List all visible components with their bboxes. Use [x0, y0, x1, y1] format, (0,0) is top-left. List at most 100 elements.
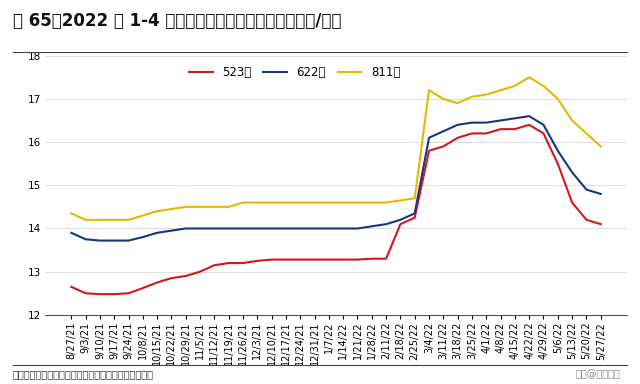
622型: [310, 226, 318, 231]
622型: [125, 238, 132, 243]
622型: [339, 226, 347, 231]
523型: [225, 261, 232, 265]
622型: [568, 170, 576, 175]
622型: [582, 187, 590, 192]
Line: 622型: 622型: [71, 116, 601, 240]
523型: [139, 286, 147, 290]
811型: [597, 144, 605, 149]
622型: [282, 226, 290, 231]
523型: [483, 131, 490, 136]
622型: [296, 226, 304, 231]
523型: [540, 131, 547, 136]
811型: [168, 207, 175, 211]
622型: [554, 149, 562, 153]
811型: [454, 101, 461, 106]
523型: [525, 122, 533, 127]
811型: [125, 218, 132, 222]
622型: [368, 224, 376, 228]
622型: [139, 235, 147, 240]
523型: [182, 274, 189, 278]
523型: [397, 222, 404, 227]
811型: [182, 205, 189, 209]
811型: [540, 84, 547, 88]
523型: [339, 257, 347, 262]
622型: [468, 120, 476, 125]
811型: [440, 97, 447, 101]
523型: [282, 257, 290, 262]
811型: [511, 84, 518, 88]
811型: [67, 211, 75, 216]
811型: [483, 92, 490, 97]
523型: [211, 263, 218, 268]
811型: [568, 118, 576, 123]
811型: [339, 200, 347, 205]
622型: [397, 218, 404, 222]
Text: 头条@未来智库: 头条@未来智库: [576, 369, 621, 379]
Line: 523型: 523型: [71, 125, 601, 294]
523型: [368, 257, 376, 261]
811型: [411, 196, 419, 200]
622型: [425, 136, 433, 140]
811型: [525, 75, 533, 79]
811型: [468, 94, 476, 99]
622型: [597, 192, 605, 196]
Text: 图 65、2022 年 1-4 月三元前驱体价格上涨显著（万元/吨）: 图 65、2022 年 1-4 月三元前驱体价格上涨显著（万元/吨）: [13, 12, 341, 30]
811型: [382, 200, 390, 205]
523型: [597, 222, 605, 227]
523型: [67, 285, 75, 289]
Text: 资料来源：鑫榉锂电，兴业证券经济与金融研究院整理: 资料来源：鑫榉锂电，兴业证券经济与金融研究院整理: [13, 369, 154, 379]
Line: 811型: 811型: [71, 77, 601, 220]
622型: [225, 226, 232, 231]
811型: [196, 205, 204, 209]
811型: [582, 131, 590, 136]
523型: [468, 131, 476, 136]
622型: [497, 118, 504, 123]
622型: [96, 238, 104, 243]
622型: [525, 114, 533, 118]
622型: [354, 226, 362, 231]
523型: [382, 257, 390, 261]
622型: [540, 122, 547, 127]
622型: [411, 211, 419, 216]
523型: [354, 257, 362, 262]
811型: [397, 198, 404, 203]
523型: [82, 291, 90, 296]
523型: [196, 270, 204, 274]
622型: [268, 226, 275, 231]
622型: [110, 238, 118, 243]
523型: [554, 161, 562, 166]
Legend: 523型, 622型, 811型: 523型, 622型, 811型: [185, 61, 405, 84]
622型: [182, 226, 189, 231]
523型: [253, 258, 261, 263]
811型: [282, 200, 290, 205]
523型: [497, 127, 504, 131]
811型: [96, 218, 104, 222]
523型: [511, 127, 518, 131]
811型: [268, 200, 275, 205]
523型: [96, 292, 104, 296]
811型: [253, 200, 261, 205]
523型: [568, 200, 576, 205]
811型: [110, 218, 118, 222]
622型: [211, 226, 218, 231]
622型: [253, 226, 261, 231]
523型: [425, 149, 433, 153]
811型: [154, 209, 161, 214]
523型: [454, 136, 461, 140]
811型: [368, 200, 376, 205]
811型: [211, 205, 218, 209]
523型: [110, 292, 118, 296]
811型: [139, 213, 147, 218]
622型: [168, 228, 175, 233]
523型: [154, 280, 161, 285]
811型: [239, 200, 247, 205]
811型: [497, 88, 504, 93]
622型: [483, 120, 490, 125]
523型: [440, 144, 447, 149]
523型: [411, 215, 419, 220]
622型: [196, 226, 204, 231]
811型: [310, 200, 318, 205]
811型: [82, 218, 90, 222]
622型: [67, 230, 75, 235]
622型: [82, 237, 90, 242]
